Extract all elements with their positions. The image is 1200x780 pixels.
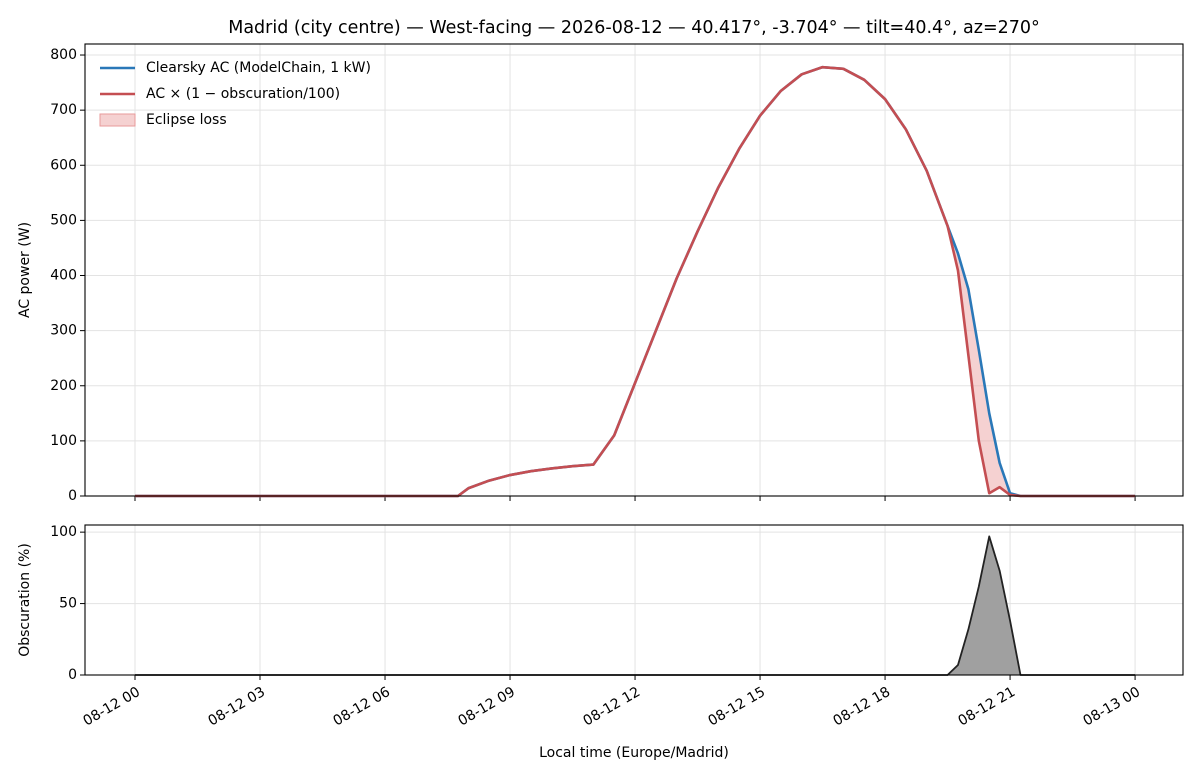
x-axis-label: Local time (Europe/Madrid) xyxy=(539,745,729,761)
x-tick-label: 08-13 00 xyxy=(1081,684,1144,729)
y-axis-label: Obscuration (%) xyxy=(17,543,33,657)
x-tick-label: 08-12 06 xyxy=(331,684,394,729)
plot-frame xyxy=(84,43,1184,497)
y-tick-label: 200 xyxy=(50,378,77,394)
x-tick-label: 08-12 12 xyxy=(581,684,644,729)
y-tick-label: 400 xyxy=(50,268,77,284)
y-tick-label: 100 xyxy=(50,524,77,540)
plot-frame xyxy=(84,524,1184,676)
x-tick-label: 08-12 21 xyxy=(956,684,1019,729)
y-tick-label: 700 xyxy=(50,102,77,118)
x-tick-label: 08-12 03 xyxy=(205,684,268,729)
x-tick-label: 08-12 18 xyxy=(831,684,894,729)
y-tick-label: 100 xyxy=(50,433,77,449)
legend-label: Eclipse loss xyxy=(146,112,227,128)
x-tick-label: 08-12 15 xyxy=(706,684,769,729)
legend-label: Clearsky AC (ModelChain, 1 kW) xyxy=(146,60,371,76)
y-tick-label: 300 xyxy=(50,323,77,339)
legend-label: AC × (1 − obscuration/100) xyxy=(146,86,340,102)
y-axis-label: AC power (W) xyxy=(17,222,33,318)
x-tick-label: 08-12 09 xyxy=(456,684,519,729)
y-tick-label: 600 xyxy=(50,157,77,173)
legend-swatch xyxy=(99,113,136,127)
y-tick-label: 50 xyxy=(59,596,77,612)
y-tick-label: 0 xyxy=(68,488,77,504)
chart-title: Madrid (city centre) — West-facing — 202… xyxy=(228,18,1040,38)
y-tick-label: 800 xyxy=(50,47,77,63)
y-tick-label: 0 xyxy=(68,667,77,683)
y-tick-label: 500 xyxy=(50,212,77,228)
x-tick-label: 08-12 00 xyxy=(80,684,143,729)
